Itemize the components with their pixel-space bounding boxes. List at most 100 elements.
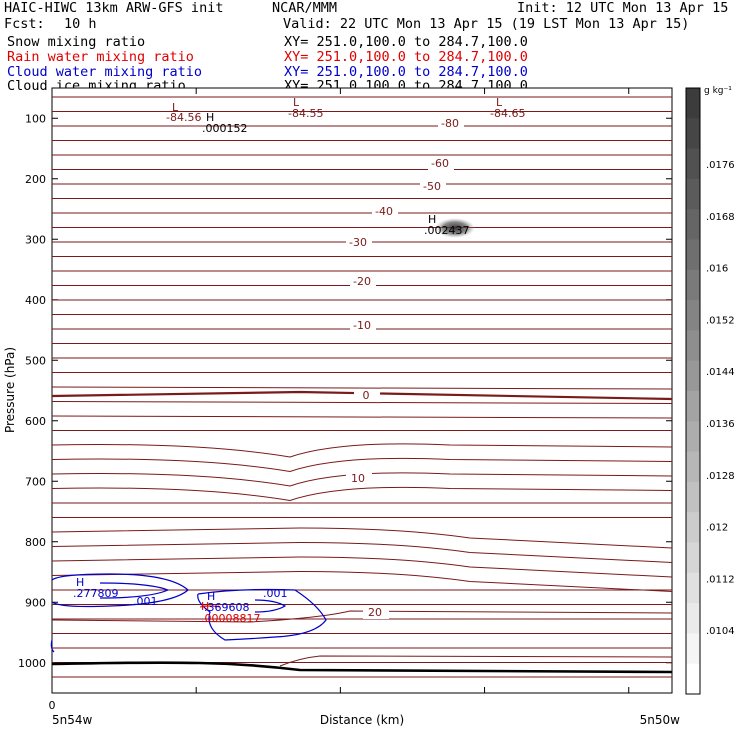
cloud-water-contour <box>50 639 55 653</box>
low-value-3: -84.65 <box>490 107 525 120</box>
cloud-water-max-value-1: .277809 <box>73 587 119 600</box>
isotherm-zero <box>51 390 673 401</box>
isotherm-label: 0 <box>363 389 370 402</box>
colorbar-swatch <box>686 603 700 634</box>
colorbar-label: .016 <box>706 264 728 275</box>
isotherm-label: -80 <box>441 117 459 130</box>
isotherm-label-bg <box>350 276 376 288</box>
isotherm-line <box>51 415 673 419</box>
isotherm-label: 10 <box>351 472 365 485</box>
isotherm-label-bg <box>438 118 464 130</box>
isotherm-line <box>51 443 673 458</box>
isotherm-line <box>51 541 673 563</box>
y-tick-label: 600 <box>25 415 46 428</box>
forecast-hour: 10 h <box>64 16 97 32</box>
isotherm-line <box>51 570 673 592</box>
isotherm-line <box>51 457 673 473</box>
colorbar-swatch <box>686 451 700 483</box>
colorbar-swatch <box>686 542 700 574</box>
colorbar-label: .0152 <box>706 315 735 326</box>
org-label: NCAR/MMM <box>272 0 338 16</box>
cloud-water-contours <box>50 573 327 653</box>
colorbar-label: .0104 <box>706 626 735 637</box>
colorbar-swatch <box>686 360 700 392</box>
colorbar-swatch <box>686 512 700 543</box>
temperature-contours: -80 -60 -50 -40 -30 -20 -10 0 10 20 <box>51 96 673 678</box>
low-marker: L <box>172 101 179 114</box>
isotherm-line <box>51 386 673 390</box>
isotherm-label-bg <box>354 390 380 402</box>
colorbar-unit: g kg⁻¹ <box>704 86 732 96</box>
x-axis-title: Distance (km) <box>320 713 404 727</box>
colorbar-swatch <box>686 118 700 150</box>
x-end-label: 5n50w <box>640 713 681 727</box>
colorbar-swatch <box>686 391 700 422</box>
field-cloudwater-xy: XY= 251.0,100.0 to 284.7,100.0 <box>284 64 528 80</box>
extrema-labels: L -84.56 H .000152 L -84.55 L -84.65 H .… <box>73 96 525 625</box>
high-marker: H <box>201 600 209 613</box>
y-tick-label: 700 <box>25 475 46 488</box>
colorbar-label: .012 <box>706 523 728 534</box>
colorbar-swatch <box>686 330 700 362</box>
y-tick-label: 1000 <box>18 657 46 670</box>
colorbar-swatch <box>686 300 700 331</box>
colorbar-swatch <box>686 633 700 665</box>
isotherm-label-bg <box>363 607 389 619</box>
field-rain-name: Rain water mixing ratio <box>7 49 194 65</box>
low-value-2: -84.55 <box>288 107 323 120</box>
isotherm-label-bg <box>372 206 398 218</box>
rain-water-max-value: .00008817 <box>201 612 261 625</box>
low-marker: L <box>293 96 300 109</box>
y-tick-label: 800 <box>25 536 46 549</box>
high-marker: H <box>76 576 84 589</box>
isotherm-label: -30 <box>349 236 367 249</box>
x-start-label: 5n54w <box>52 713 93 727</box>
cloud-water-max-value-2: .369608 <box>204 601 250 614</box>
isotherm-label-bg <box>420 181 446 193</box>
isotherm-label-bg <box>350 320 376 332</box>
high-marker: H <box>206 111 214 124</box>
high-marker: H <box>207 590 215 603</box>
isotherm-label-bg <box>346 473 372 485</box>
isotherm-line <box>51 401 673 404</box>
y-axis-title: Pressure (hPa) <box>3 347 17 433</box>
colorbar-frame <box>685 87 701 695</box>
colorbar-label: .0112 <box>706 574 735 585</box>
isotherm-label-bg <box>428 158 454 170</box>
high-marker: H <box>428 213 436 226</box>
colorbar-label: .0168 <box>706 212 735 223</box>
isotherm-label: -40 <box>375 205 393 218</box>
colorbar-swatch <box>686 239 700 271</box>
isotherm-line <box>51 486 673 502</box>
y-tick-label: 400 <box>25 294 46 307</box>
low-value-1: -84.56 <box>166 111 201 124</box>
colorbar-swatch <box>686 663 700 695</box>
colorbar-swatch <box>686 178 700 210</box>
forecast-label: Fcst: <box>4 16 45 32</box>
colorbar-label: .0144 <box>706 367 735 378</box>
isotherm-label: -20 <box>353 275 371 288</box>
isotherm-label-bg <box>346 237 372 249</box>
model-title: HAIC-HIWC 13km ARW-GFS init <box>4 0 224 16</box>
snow-max-value: .000152 <box>202 122 248 135</box>
isotherm-label: -50 <box>423 180 441 193</box>
colorbar-swatch <box>686 572 700 604</box>
y-tick-label: 900 <box>25 596 46 609</box>
valid-time: Valid: 22 UTC Mon 13 Apr 15 (19 LST Mon … <box>283 16 690 32</box>
cloud-ice-max-shading <box>435 218 475 238</box>
cloud-water-contour <box>254 599 287 613</box>
x-axis <box>195 88 630 693</box>
rain-water-contour <box>199 605 221 608</box>
cloud-water-contour <box>51 573 189 608</box>
isotherm-label: 20 <box>368 606 382 619</box>
field-cloudwater-name: Cloud water mixing ratio <box>7 64 203 80</box>
y-tick-label: 200 <box>25 173 46 186</box>
colorbar-swatch <box>686 88 700 119</box>
cloud-water-contour-label: .001 <box>263 587 288 600</box>
colorbar-swatch <box>686 421 700 453</box>
init-time: Init: 12 UTC Mon 13 Apr 15 <box>517 0 729 16</box>
cloud-water-contour <box>99 582 170 599</box>
x-tick-label-zero: 0 <box>49 699 56 712</box>
ground-surface <box>51 661 673 674</box>
